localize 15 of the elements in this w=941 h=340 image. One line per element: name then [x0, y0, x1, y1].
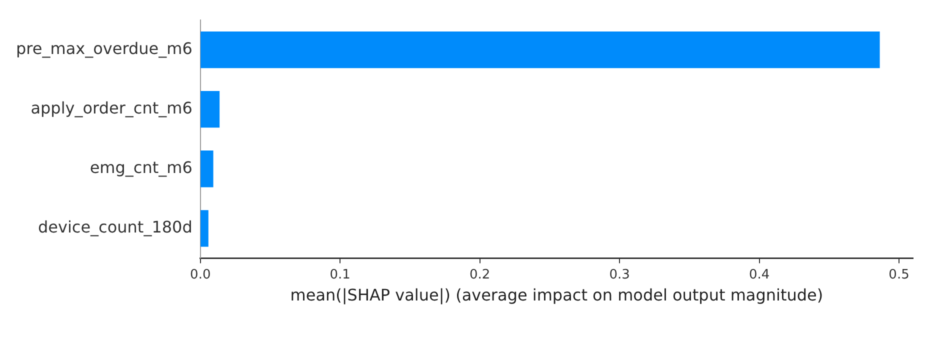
x-tick-label: 0.3 [609, 267, 630, 282]
y-tick-label: apply_order_cnt_m6 [30, 98, 192, 118]
bar [200, 210, 208, 247]
bar [200, 150, 214, 188]
x-tick-label: 0.5 [888, 267, 910, 282]
bar [200, 31, 880, 68]
bar [200, 90, 220, 128]
y-tick-label: device_count_180d [38, 218, 192, 237]
x-tick-label: 0.0 [190, 267, 211, 282]
x-tick-label: 0.1 [330, 267, 350, 282]
y-tick-label: emg_cnt_m6 [90, 158, 192, 178]
x-tick-label: 0.4 [748, 267, 770, 282]
y-tick-label: pre_max_overdue_m6 [16, 38, 192, 58]
x-tick-label: 0.2 [470, 267, 490, 282]
x-axis-title: mean(|SHAP value|) (average impact on model output magnitude) [290, 286, 824, 305]
